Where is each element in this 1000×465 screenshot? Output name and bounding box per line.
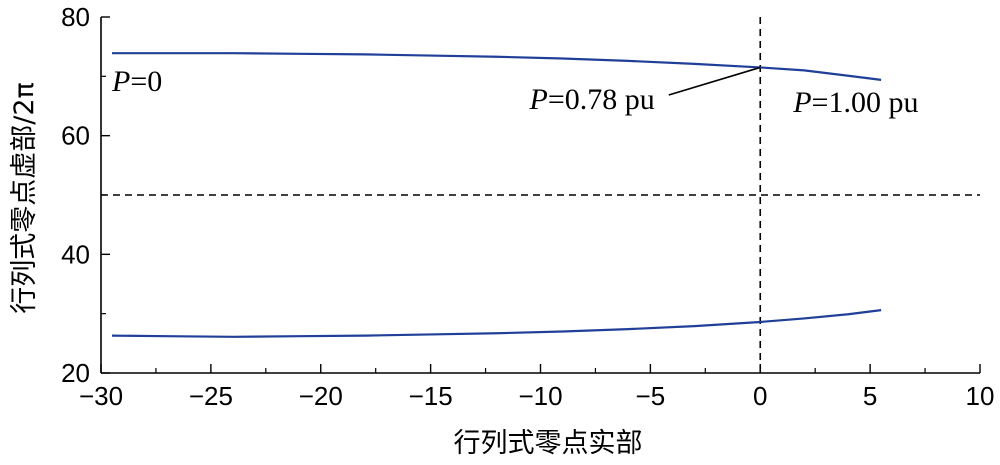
x-tick-label: 10 [966, 381, 995, 411]
annotation-value: =1.00 pu [812, 86, 919, 119]
y-tick-label: 40 [61, 239, 90, 269]
y-tick-label: 80 [61, 2, 90, 32]
y-tick-label: 60 [61, 121, 90, 151]
annotation-value: =0 [130, 65, 162, 98]
y-axis-title: 行列式零点虚部/2π [9, 82, 40, 314]
series-line-1 [111, 52, 882, 81]
x-tick-label: −10 [518, 381, 562, 411]
x-tick-label: −25 [189, 381, 233, 411]
plot-content: P=0P=0.78 pu P=1.00 pu [101, 17, 980, 373]
x-tick-label: −5 [636, 381, 666, 411]
annotation-value: =0.78 pu [548, 83, 655, 116]
annotation-variable: P [792, 86, 811, 119]
x-axis-title: 行列式零点实部 [454, 428, 643, 459]
annotation-variable: P [529, 83, 548, 116]
y-tick-label: 20 [61, 358, 90, 388]
x-tick-label: 0 [753, 381, 767, 411]
annotation-leader-line [668, 66, 761, 96]
x-tick-label: −15 [409, 381, 453, 411]
annotation-variable: P [111, 65, 130, 98]
series-line-2 [111, 309, 882, 338]
annotation-2: P=0.78 pu [529, 83, 655, 116]
x-tick-label: −20 [299, 381, 343, 411]
x-tick-label: −30 [79, 381, 123, 411]
annotation-3: P=1.00 pu [792, 86, 918, 119]
annotation-1: P=0 [111, 65, 162, 98]
axes: −30 −25 −20 −15 −10 −5 0 5 10 20 40 60 80 [61, 2, 994, 411]
x-tick-label: 5 [863, 381, 877, 411]
